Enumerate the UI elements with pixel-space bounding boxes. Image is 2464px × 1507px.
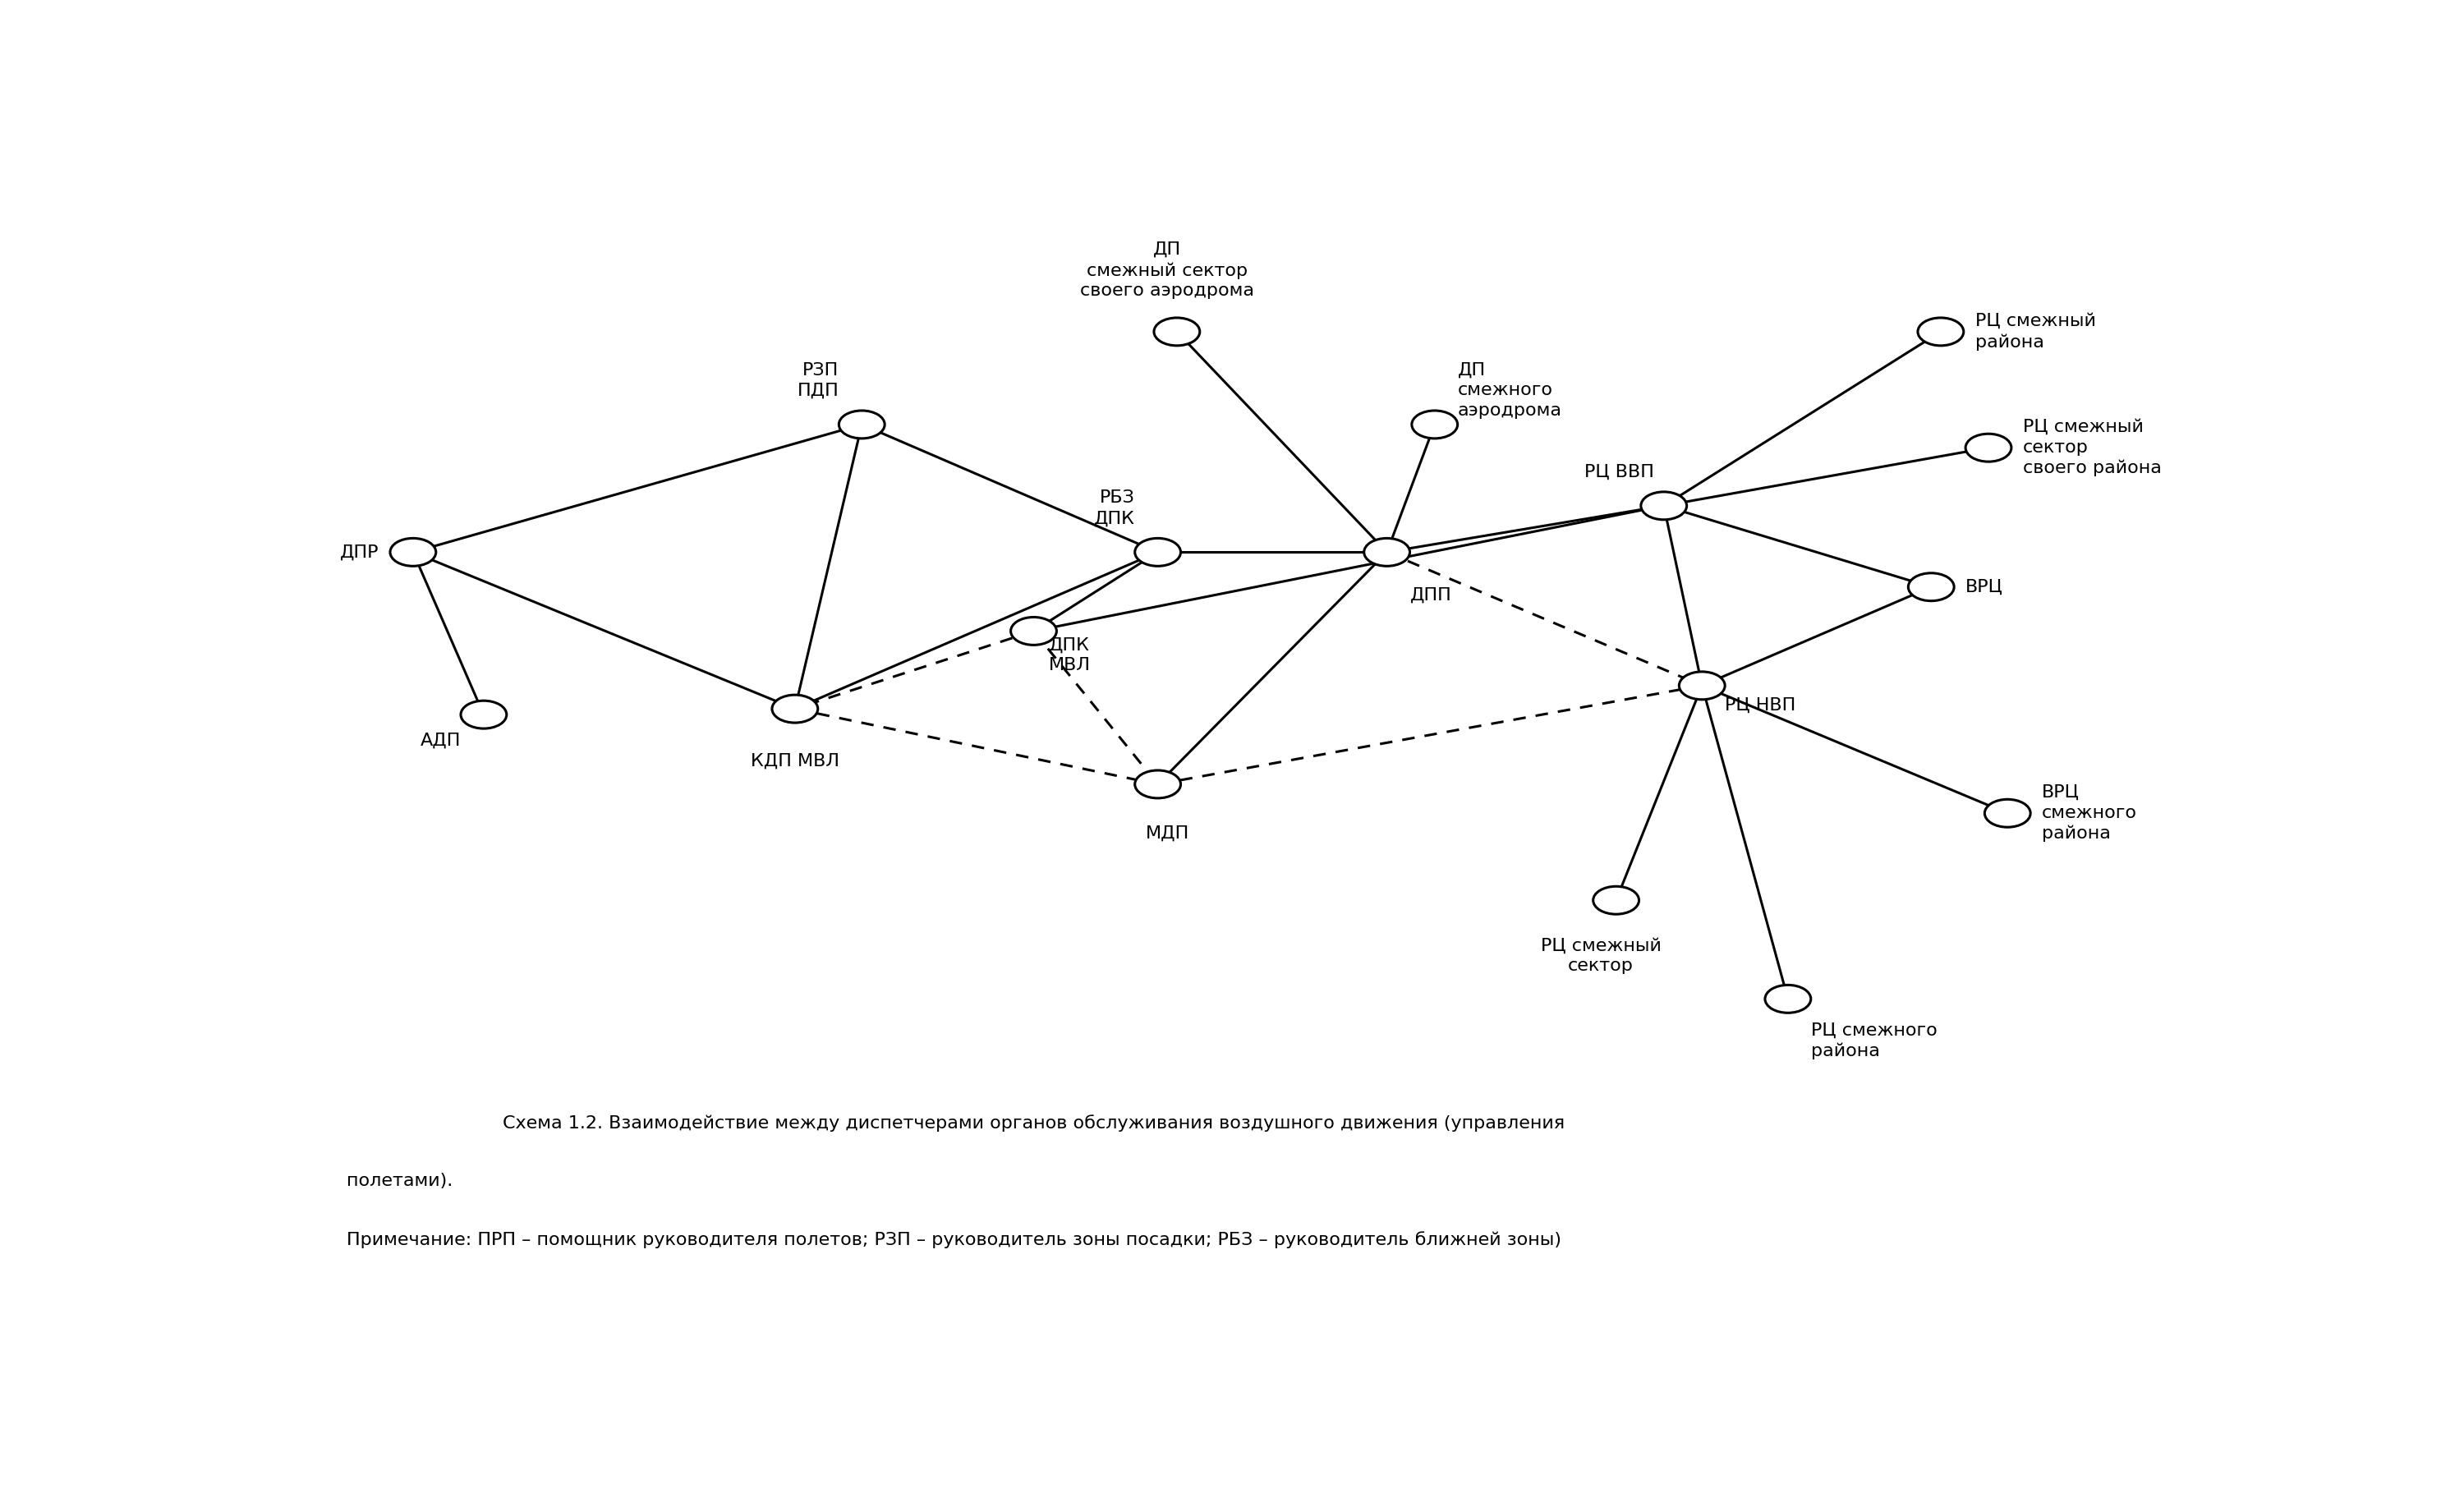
Text: ВРЦ: ВРЦ [1966, 579, 2003, 595]
Circle shape [1984, 799, 2030, 827]
Circle shape [389, 538, 436, 567]
Circle shape [1136, 538, 1180, 567]
Text: КДП МВЛ: КДП МВЛ [752, 754, 840, 770]
Circle shape [1153, 318, 1200, 345]
Text: ДП
смежный сектор
своего аэродрома: ДП смежный сектор своего аэродрома [1079, 241, 1254, 300]
Circle shape [1966, 434, 2011, 461]
Text: ДПП: ДПП [1409, 586, 1451, 603]
Text: Примечание: ПРП – помощник руководителя полетов; РЗП – руководитель зоны посадки: Примечание: ПРП – помощник руководителя … [345, 1231, 1562, 1248]
Text: РЗП
ПДП: РЗП ПДП [798, 362, 838, 399]
Circle shape [1907, 573, 1954, 601]
Circle shape [1764, 986, 1811, 1013]
Text: полетами).: полетами). [345, 1172, 453, 1189]
Text: ДПР: ДПР [340, 544, 379, 561]
Text: РЦ НВП: РЦ НВП [1725, 698, 1796, 714]
Circle shape [1412, 410, 1459, 439]
Circle shape [1917, 318, 1964, 345]
Circle shape [771, 695, 818, 723]
Text: ДПК
МВЛ: ДПК МВЛ [1050, 637, 1092, 674]
Circle shape [461, 701, 508, 728]
Circle shape [1678, 672, 1725, 699]
Circle shape [1010, 618, 1057, 645]
Circle shape [1365, 538, 1409, 567]
Text: РЦ смежного
района: РЦ смежного района [1811, 1022, 1937, 1059]
Text: АДП: АДП [421, 732, 461, 749]
Circle shape [1641, 491, 1688, 520]
Text: Схема 1.2. Взаимодействие между диспетчерами органов обслуживания воздушного дви: Схема 1.2. Взаимодействие между диспетче… [503, 1115, 1565, 1132]
Text: РЦ ВВП: РЦ ВВП [1584, 464, 1653, 481]
Text: РЦ смежный
сектор: РЦ смежный сектор [1540, 937, 1661, 974]
Circle shape [1594, 886, 1639, 915]
Text: РБЗ
ДПК: РБЗ ДПК [1094, 490, 1136, 526]
Text: ВРЦ
смежного
района: ВРЦ смежного района [2043, 785, 2136, 842]
Text: РЦ смежный
района: РЦ смежный района [1976, 313, 2097, 350]
Circle shape [838, 410, 885, 439]
Text: ДП
смежного
аэродрома: ДП смежного аэродрома [1459, 362, 1562, 419]
Circle shape [1136, 770, 1180, 799]
Text: РЦ смежный
сектор
своего района: РЦ смежный сектор своего района [2023, 419, 2161, 476]
Text: МДП: МДП [1146, 824, 1190, 841]
